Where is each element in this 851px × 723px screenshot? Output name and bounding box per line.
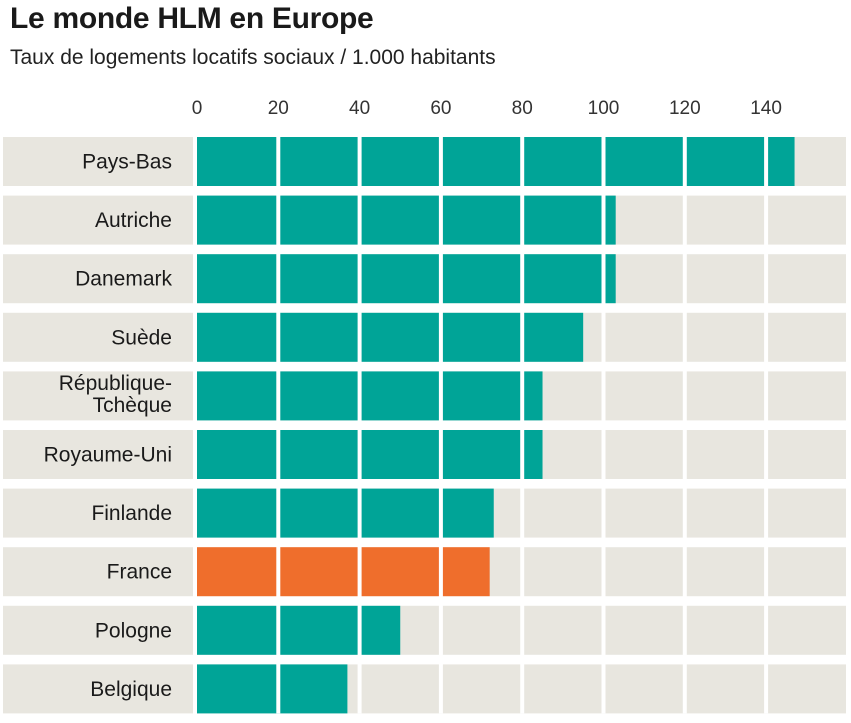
category-label-pays-bas: Pays-Bas: [82, 151, 172, 174]
bar-pologne: [197, 605, 401, 655]
category-label-republique-tcheque: République-Tchèque: [59, 372, 172, 417]
row-label-bg-pays-bas: [3, 137, 193, 186]
row-label-bg-belgique: [3, 664, 193, 714]
category-label-autriche: Autriche: [95, 209, 172, 232]
bar-republique-tcheque: [197, 371, 543, 421]
category-label-finlande: Finlande: [91, 502, 172, 525]
category-label-danemark: Danemark: [75, 268, 172, 291]
category-label-france: France: [107, 561, 172, 584]
row-label-bg-danemark: [3, 254, 193, 304]
row-label-bg-finlande: [3, 488, 193, 538]
bar-belgique: [197, 664, 348, 714]
x-tick-label-40: 40: [349, 98, 370, 119]
row-label-bg-royaume-uni: [3, 430, 193, 479]
x-tick-label-80: 80: [512, 98, 533, 119]
x-tick-label-0: 0: [192, 98, 203, 119]
x-tick-label-20: 20: [268, 98, 289, 119]
x-tick-label-140: 140: [750, 98, 782, 119]
category-label-pologne: Pologne: [95, 619, 172, 642]
bar-finlande: [197, 488, 494, 538]
category-label-line: Tchèque: [93, 394, 172, 417]
row-label-bg-suede: [3, 312, 193, 362]
row-label-bg-republique-tcheque: [3, 371, 193, 421]
category-label-royaume-uni: Royaume-Uni: [44, 444, 172, 467]
bar-pays-bas: [197, 137, 795, 186]
row-label-bg-france: [3, 547, 193, 597]
row-label-bg-autriche: [3, 195, 193, 245]
category-label-suede: Suède: [111, 326, 172, 349]
bar-suede: [197, 312, 584, 362]
bar-danemark: [197, 254, 616, 304]
category-label-line: République-: [59, 372, 172, 395]
chart-subtitle: Taux de logements locatifs sociaux / 1.0…: [10, 46, 496, 69]
bar-royaume-uni: [197, 430, 543, 479]
row-label-bg-pologne: [3, 605, 193, 655]
x-tick-label-120: 120: [669, 98, 701, 119]
category-label-belgique: Belgique: [90, 678, 172, 701]
chart-title: Le monde HLM en Europe: [10, 2, 374, 35]
x-tick-label-60: 60: [430, 98, 451, 119]
x-tick-label-100: 100: [588, 98, 620, 119]
bar-france: [197, 547, 490, 597]
bar-autriche: [197, 195, 616, 245]
